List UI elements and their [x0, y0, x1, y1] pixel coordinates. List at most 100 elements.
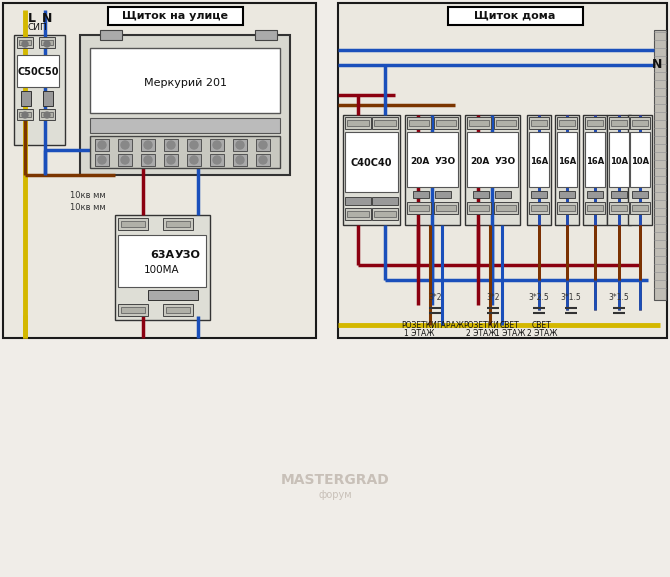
- Bar: [632, 191, 648, 198]
- Text: L: L: [28, 12, 36, 24]
- Circle shape: [22, 112, 28, 118]
- Bar: [95, 139, 109, 151]
- Bar: [187, 154, 201, 166]
- Bar: [607, 115, 631, 225]
- Bar: [372, 197, 398, 205]
- Text: СВЕТ: СВЕТ: [500, 320, 520, 329]
- Bar: [529, 132, 549, 187]
- Text: СИП: СИП: [27, 24, 47, 32]
- Text: форум: форум: [318, 490, 352, 500]
- Bar: [557, 202, 577, 214]
- Bar: [372, 117, 398, 129]
- Bar: [531, 120, 547, 126]
- Bar: [405, 115, 460, 225]
- Bar: [90, 48, 280, 113]
- Text: 3*2.5: 3*2.5: [529, 294, 549, 302]
- Bar: [407, 132, 458, 187]
- Bar: [374, 211, 396, 217]
- Circle shape: [213, 141, 221, 149]
- Bar: [557, 117, 577, 129]
- Bar: [14, 35, 65, 145]
- Bar: [496, 205, 516, 211]
- Bar: [345, 117, 371, 129]
- Bar: [467, 117, 491, 129]
- Bar: [345, 132, 398, 192]
- Bar: [148, 290, 198, 300]
- Bar: [90, 118, 280, 133]
- Bar: [531, 191, 547, 198]
- Bar: [559, 191, 575, 198]
- Text: 16А: 16А: [530, 156, 548, 166]
- Circle shape: [259, 156, 267, 164]
- Bar: [210, 139, 224, 151]
- Text: 1 ЭТАЖ: 1 ЭТАЖ: [494, 328, 525, 338]
- Bar: [3, 3, 316, 338]
- Bar: [407, 202, 431, 214]
- Text: 3*1.5: 3*1.5: [561, 294, 582, 302]
- Bar: [41, 112, 53, 117]
- Bar: [90, 136, 280, 168]
- Text: 10А: 10А: [631, 156, 649, 166]
- Bar: [141, 139, 155, 151]
- Text: 1 ЭТАЖ: 1 ЭТАЖ: [404, 328, 434, 338]
- Circle shape: [167, 156, 175, 164]
- Bar: [39, 37, 55, 48]
- Text: 20А: 20А: [410, 156, 429, 166]
- Bar: [43, 91, 53, 106]
- Bar: [529, 202, 549, 214]
- Text: РОЗЕТКИ: РОЗЕТКИ: [463, 320, 499, 329]
- Bar: [95, 154, 109, 166]
- Text: 2 ЭТАЖ: 2 ЭТАЖ: [527, 328, 557, 338]
- Bar: [121, 221, 145, 227]
- Bar: [527, 115, 551, 225]
- Bar: [630, 132, 650, 187]
- Text: N: N: [42, 12, 52, 24]
- Circle shape: [236, 141, 244, 149]
- Bar: [187, 139, 201, 151]
- Bar: [436, 120, 456, 126]
- Text: 16А: 16А: [586, 156, 604, 166]
- Circle shape: [144, 141, 152, 149]
- Bar: [372, 208, 398, 220]
- Circle shape: [236, 156, 244, 164]
- Circle shape: [259, 141, 267, 149]
- Bar: [609, 202, 629, 214]
- Bar: [41, 40, 53, 45]
- Bar: [583, 115, 607, 225]
- Text: Щиток на улице: Щиток на улице: [122, 11, 228, 21]
- Bar: [609, 117, 629, 129]
- Bar: [163, 304, 193, 316]
- Circle shape: [121, 141, 129, 149]
- Bar: [118, 154, 132, 166]
- Bar: [100, 30, 122, 40]
- Bar: [630, 202, 650, 214]
- Bar: [413, 191, 429, 198]
- Circle shape: [121, 156, 129, 164]
- Bar: [611, 205, 627, 211]
- Circle shape: [144, 156, 152, 164]
- Bar: [210, 154, 224, 166]
- Bar: [163, 218, 193, 230]
- Text: ГАРАЖ: ГАРАЖ: [436, 320, 464, 329]
- Bar: [374, 120, 396, 126]
- Text: РОЗЕТКИ: РОЗЕТКИ: [401, 320, 437, 329]
- Text: УЗО: УЗО: [434, 156, 456, 166]
- Text: 10кв мм: 10кв мм: [70, 203, 106, 212]
- Circle shape: [98, 156, 106, 164]
- Bar: [587, 205, 603, 211]
- Bar: [585, 132, 605, 187]
- Bar: [39, 109, 55, 120]
- Bar: [465, 115, 520, 225]
- Bar: [587, 191, 603, 198]
- Bar: [587, 120, 603, 126]
- Bar: [80, 35, 290, 175]
- Text: С50С50: С50С50: [17, 67, 59, 77]
- Bar: [121, 307, 145, 313]
- Bar: [467, 132, 518, 187]
- Text: 2 ЭТАЖ: 2 ЭТАЖ: [466, 328, 496, 338]
- Bar: [21, 91, 31, 106]
- Bar: [628, 115, 652, 225]
- Circle shape: [44, 41, 50, 47]
- Bar: [611, 191, 627, 198]
- Bar: [407, 117, 431, 129]
